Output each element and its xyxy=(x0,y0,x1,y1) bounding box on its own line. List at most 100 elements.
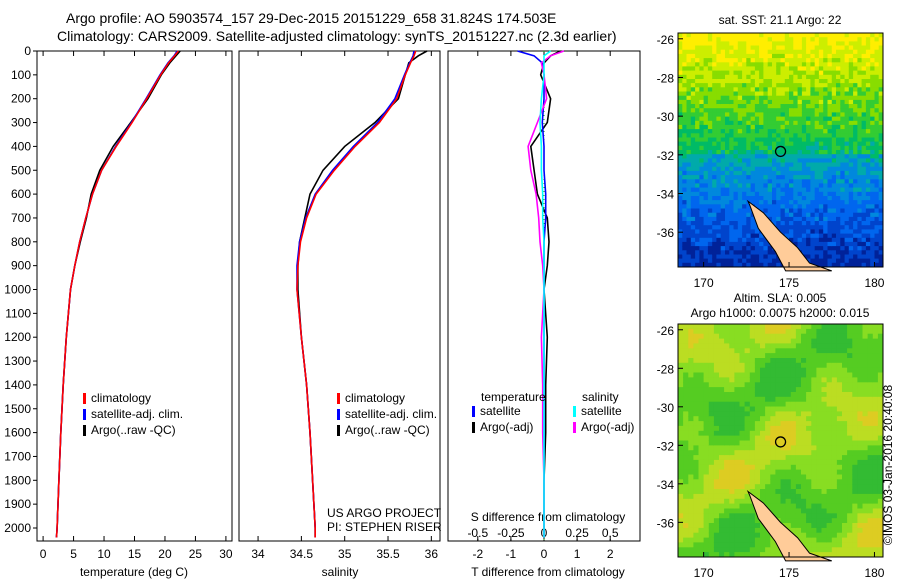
map-cell xyxy=(739,324,746,330)
map-cell xyxy=(827,141,833,147)
map-cell xyxy=(720,254,726,260)
map-cell xyxy=(698,416,705,422)
map-cell xyxy=(853,99,858,105)
map-cell xyxy=(693,421,699,427)
map-cell xyxy=(780,328,787,335)
map-cell xyxy=(874,141,880,147)
map-cell xyxy=(806,338,812,344)
map-cell xyxy=(816,343,822,349)
map-cell xyxy=(678,523,684,529)
map-cell xyxy=(831,66,837,72)
map-cell xyxy=(716,179,722,184)
map-cell xyxy=(872,474,879,480)
map-cell xyxy=(818,37,824,42)
map-cell xyxy=(806,254,811,260)
map-cell xyxy=(872,406,879,412)
y-tick-label: -32 xyxy=(657,149,675,163)
map-cell xyxy=(818,200,824,205)
map-cell xyxy=(823,237,828,243)
map-cell xyxy=(789,216,794,222)
map-cell xyxy=(703,353,710,359)
map-cell xyxy=(737,191,743,197)
map-cell xyxy=(729,416,735,422)
map-cell xyxy=(847,396,853,403)
map-cell xyxy=(733,108,739,113)
map-cell xyxy=(678,133,683,138)
map-cell xyxy=(678,83,683,88)
map-cell xyxy=(836,191,841,197)
map-cell xyxy=(877,552,884,558)
map-cell xyxy=(699,133,705,138)
map-cell xyxy=(840,166,846,172)
map-cell xyxy=(763,141,769,147)
map-cell xyxy=(742,62,747,67)
map-cell xyxy=(862,498,869,505)
map-cell xyxy=(872,382,879,388)
map-cell xyxy=(688,401,694,408)
map-cell xyxy=(693,333,699,340)
map-cell xyxy=(739,372,746,378)
map-cell xyxy=(874,175,880,180)
map-cell xyxy=(734,440,740,446)
map-cell xyxy=(806,204,811,209)
map-cell xyxy=(801,70,807,76)
map-cell xyxy=(790,474,797,480)
map-cell xyxy=(775,348,781,354)
map-cell xyxy=(857,484,863,490)
map-cell xyxy=(678,440,684,446)
map-cell xyxy=(695,70,700,76)
map-cell xyxy=(780,469,787,475)
map-cell xyxy=(712,241,717,247)
map-cell xyxy=(827,74,833,80)
map-cell xyxy=(877,353,884,359)
map-cell xyxy=(826,484,833,490)
map-cell xyxy=(754,104,760,109)
map-cell xyxy=(806,150,811,155)
map-cell xyxy=(816,503,822,509)
map-cell xyxy=(877,396,884,403)
map-cell xyxy=(793,241,799,247)
map-cell xyxy=(724,552,730,558)
map-cell xyxy=(733,254,739,260)
map-cell xyxy=(857,421,863,427)
map-cell xyxy=(831,508,838,514)
map-cell xyxy=(754,440,761,446)
map-cell xyxy=(857,129,863,134)
map-cell xyxy=(754,416,761,422)
map-cell xyxy=(703,141,709,147)
map-cell xyxy=(772,158,777,164)
map-cell xyxy=(852,537,858,543)
map-cell xyxy=(744,537,751,543)
map-cell xyxy=(878,141,884,147)
map-cell xyxy=(790,508,797,514)
map-cell xyxy=(708,552,715,558)
map-cell xyxy=(789,58,794,63)
map-cell xyxy=(734,367,740,374)
map-cell xyxy=(810,183,816,189)
map-cell xyxy=(874,70,880,76)
map-cell xyxy=(836,87,841,92)
map-cell xyxy=(760,343,766,349)
map-cell xyxy=(739,425,746,432)
map-cell xyxy=(678,435,684,441)
map-cell xyxy=(678,338,684,344)
map-cell xyxy=(806,484,812,490)
map-cell xyxy=(725,41,730,47)
map-cell xyxy=(720,196,726,201)
map-cell xyxy=(784,33,790,38)
map-cell xyxy=(678,387,684,393)
map-cell xyxy=(693,542,699,548)
map-cell xyxy=(814,99,820,105)
map-cell xyxy=(814,241,820,247)
map-cell xyxy=(703,262,709,268)
map-cell xyxy=(862,328,869,335)
map-cell xyxy=(847,435,853,441)
map-cell xyxy=(874,129,880,134)
map-cell xyxy=(703,552,710,558)
map-cell xyxy=(857,62,863,67)
map-cell xyxy=(742,104,747,109)
map-cell xyxy=(719,377,725,383)
map-cell xyxy=(861,112,867,118)
map-cell xyxy=(772,145,777,151)
map-cell xyxy=(767,37,773,42)
